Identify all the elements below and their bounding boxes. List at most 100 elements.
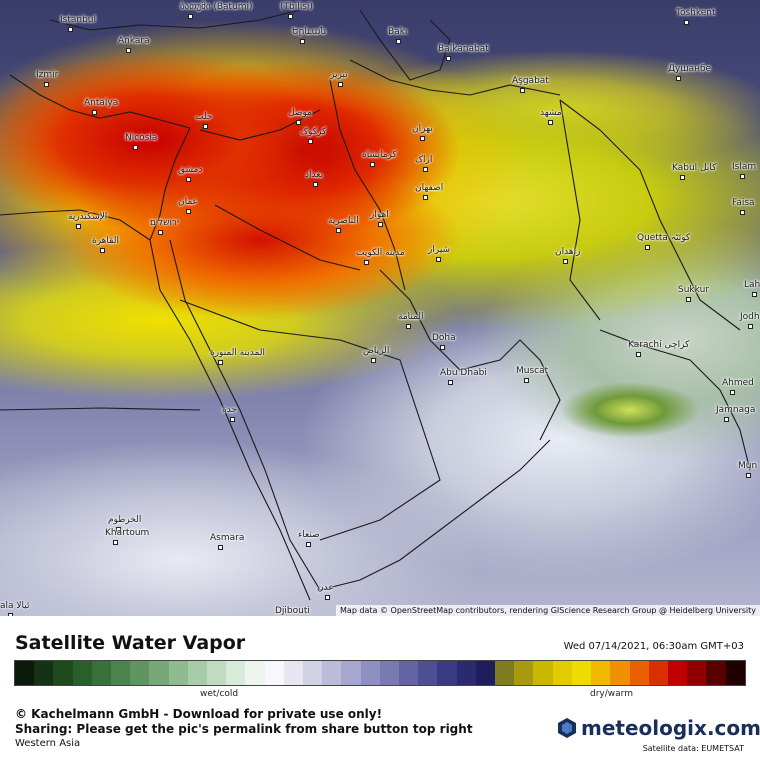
city-label: Asmara (210, 533, 245, 543)
brand-logo[interactable]: meteologix.com (556, 716, 760, 740)
saudi-interior-border (179, 299, 441, 541)
city-marker (371, 358, 376, 363)
color-scale-swatch (111, 661, 131, 685)
city-marker (288, 14, 293, 19)
city-label: دمشق (178, 165, 203, 175)
region-name: Western Asia (15, 738, 81, 749)
city-label: ala ئيالا (0, 601, 30, 611)
iran-north-coast (349, 59, 561, 96)
color-scale-swatch (130, 661, 150, 685)
city-marker (186, 209, 191, 214)
city-marker (636, 352, 641, 357)
black-sea-coast (49, 9, 301, 31)
footer-panel: Satellite Water Vapor Wed 07/14/2021, 06… (0, 616, 760, 760)
color-scale-swatch (226, 661, 246, 685)
city-marker (76, 224, 81, 229)
city-label: Islam (732, 162, 757, 172)
city-marker (300, 39, 305, 44)
copyright-notice: © Kachelmann GmbH - Download for private… (15, 707, 383, 721)
city-marker (378, 222, 383, 227)
city-marker (218, 360, 223, 365)
city-marker (203, 124, 208, 129)
color-scale-swatch (283, 661, 304, 685)
afghan-pak-border (559, 99, 741, 331)
persian-gulf (379, 269, 561, 441)
city-marker (684, 20, 689, 25)
city-label: عدن (317, 583, 334, 593)
city-marker (423, 167, 428, 172)
city-marker (313, 182, 318, 187)
city-label: Antalya (84, 98, 119, 108)
city-label: Karachi کراچی (628, 340, 690, 350)
color-scale-swatch (495, 661, 515, 685)
color-scale-swatch (667, 661, 688, 685)
city-marker (676, 76, 681, 81)
city-label: ბათუმი (Batumi) (180, 2, 253, 12)
india-west-coast (599, 329, 751, 471)
color-scale-swatch (706, 661, 726, 685)
city-label: Душанбе (668, 64, 712, 74)
levant-coast (149, 127, 191, 241)
city-marker (230, 417, 235, 422)
city-label: جدة (222, 405, 238, 415)
city-label: Abu Dhabi (440, 368, 487, 378)
syria-iraq-border (199, 109, 361, 271)
city-marker (370, 162, 375, 167)
city-marker (296, 120, 301, 125)
color-scale-swatch (437, 661, 457, 685)
color-scale-swatch (53, 661, 73, 685)
city-label: Muscat (516, 366, 549, 376)
city-marker (186, 177, 191, 182)
sharing-notice: Sharing: Please get the pic's permalink … (15, 722, 473, 736)
color-scale-swatch (360, 661, 380, 685)
city-label: Ankara (118, 36, 150, 46)
city-label: Երևան (292, 27, 327, 37)
color-scale-swatch (533, 661, 553, 685)
city-marker (448, 380, 453, 385)
city-label: الرياض (363, 346, 390, 356)
city-label: مدينة الكويت (356, 248, 405, 258)
caspian-sea (359, 9, 451, 81)
city-marker (740, 210, 745, 215)
color-scale-swatch (341, 661, 361, 685)
color-scale-swatch (610, 661, 630, 685)
meteologix-logo-icon (558, 718, 576, 738)
city-label: عمان (178, 197, 198, 207)
color-scale-swatch (149, 661, 169, 685)
city-marker (446, 56, 451, 61)
city-marker (396, 39, 401, 44)
color-scale-swatch (399, 661, 419, 685)
color-scale-bar (14, 660, 746, 686)
color-scale-swatch (514, 661, 534, 685)
city-label: Djibouti (275, 606, 310, 616)
city-label: Bakı (388, 27, 408, 37)
city-marker (740, 174, 745, 179)
color-scale-swatch (34, 661, 54, 685)
city-label: اراک (415, 155, 433, 165)
color-scale-swatch (245, 661, 265, 685)
city-label: Jodh (740, 312, 760, 322)
city-label: Quetta کوئٹہ (637, 233, 691, 243)
city-label: الإسكندرية (68, 212, 108, 222)
color-scale-swatch (91, 661, 112, 685)
color-scale-swatch (571, 661, 592, 685)
city-label: القاهرة (92, 236, 119, 246)
city-label: Istanbul (60, 15, 97, 25)
city-label: Mun (738, 461, 758, 471)
city-label: زاهدان (555, 247, 581, 257)
city-marker (563, 259, 568, 264)
color-scale-swatch (648, 661, 668, 685)
city-marker (308, 139, 313, 144)
scale-label-wet: wet/cold (200, 689, 239, 699)
city-label: Khartoum (105, 528, 150, 538)
city-marker (440, 345, 445, 350)
color-scale-swatch (475, 661, 496, 685)
satellite-credit: Satellite data: EUMETSAT (642, 744, 744, 753)
color-scale-swatch (552, 661, 572, 685)
city-marker (724, 417, 729, 422)
city-marker (113, 540, 118, 545)
city-label: صنعاء (298, 530, 320, 540)
city-label: Doha (432, 333, 456, 343)
city-label: Kabul کابل (672, 163, 717, 173)
city-marker (218, 545, 223, 550)
